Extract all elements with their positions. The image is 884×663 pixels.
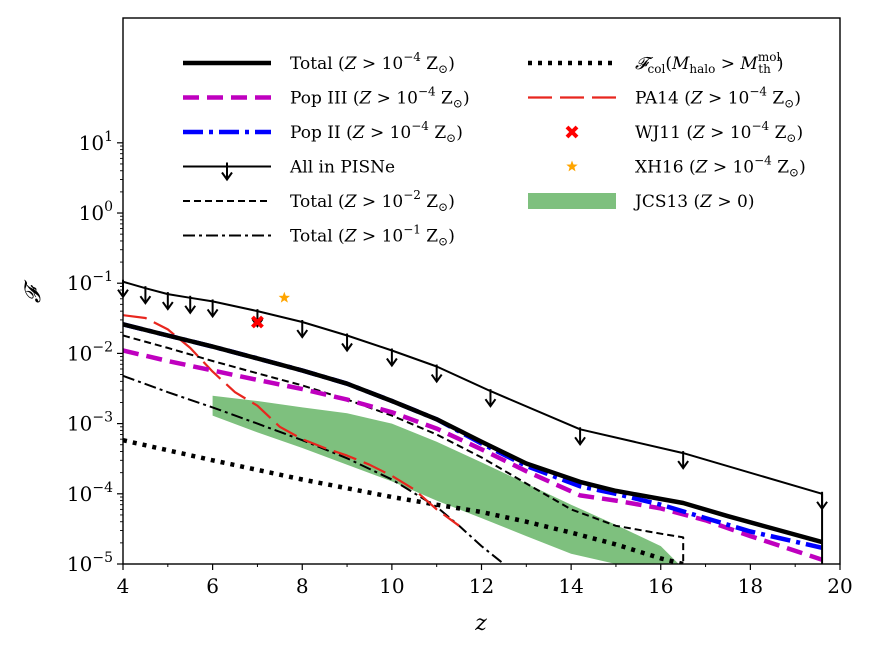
upper-limit-arrow: [816, 491, 828, 511]
upper-limit-arrow-head: [184, 305, 197, 315]
x-tick-label: 8: [296, 574, 309, 598]
legend: Total (Z > 10−4 Z⊙) Pop III (Z > 10−4 Z⊙)…: [183, 50, 806, 249]
upper-limit-arrow: [184, 295, 197, 315]
upper-limit-arrow: [574, 427, 586, 447]
x-tick-label: 4: [117, 574, 130, 598]
y-tick-label: 100: [79, 199, 113, 225]
legend-wj11-marker: [565, 125, 579, 139]
upper-limit-arrow-head: [161, 301, 174, 311]
point-xh16-marker: [278, 291, 290, 303]
upper-limit-arrow-head: [816, 501, 828, 511]
y-tick-label: 10−3: [67, 410, 113, 436]
y-tick-label: 101: [79, 129, 113, 155]
upper-limit-arrow: [206, 299, 219, 319]
upper-limit-arrow: [484, 389, 497, 408]
series-layer: [123, 280, 824, 564]
legend-arrow-head: [221, 171, 233, 182]
upper-limit-arrow: [341, 333, 353, 353]
upper-limit-arrow: [161, 292, 174, 311]
series-line-4: [123, 348, 823, 562]
upper-limit-arrow: [677, 451, 689, 470]
upper-limit-arrow: [296, 320, 309, 339]
band-layer: [212, 395, 679, 564]
legend-label: WJ11 (Z > 10−4 Z⊙): [635, 119, 803, 145]
upper-limit-arrow-head: [139, 295, 152, 305]
x-marker-stroke: [251, 315, 264, 329]
x-tick-label: 14: [558, 574, 583, 598]
point-wj11-marker: [251, 315, 264, 329]
series-line-0: [123, 334, 685, 564]
x-axis-label: z: [474, 611, 487, 636]
upper-limit-arrow-head: [484, 398, 497, 408]
x-tick-label: 10: [379, 574, 404, 598]
series-line-1: [123, 374, 505, 564]
legend-label: Pop II (Z > 10−4 Z⊙): [290, 119, 463, 145]
x-tick-label: 6: [206, 574, 219, 598]
y-tick-label: 10−2: [67, 339, 113, 365]
y-tick-label: 10−5: [67, 550, 113, 576]
series-line-7: [123, 280, 823, 495]
x-tick-label: 12: [469, 574, 494, 598]
upper-limit-arrow: [139, 286, 152, 305]
upper-limit-arrow-head: [677, 460, 689, 470]
axes-layer: 4 6 8 10 12 14 16 18 20 10−5 10−4 10−3 10−2 10−1 100 10…: [67, 129, 853, 598]
points-layer: [117, 279, 828, 511]
legend-label: Pop III (Z > 10−4 Z⊙): [290, 85, 470, 111]
legend-label: 𝓕col(Mhalo > Mmol th): [635, 50, 784, 76]
legend-label: Total (Z > 10−1 Z⊙): [290, 223, 455, 249]
legend-label: JCS13 (Z > 0): [633, 192, 754, 212]
legend-label: Total (Z > 10−4 Z⊙): [290, 50, 455, 76]
series-line-3: [123, 314, 460, 527]
y-axis-label: 𝓕: [21, 279, 46, 303]
upper-limit-arrow-head: [341, 342, 353, 353]
upper-limit-arrow-head: [296, 329, 309, 339]
x-tick-label: 20: [827, 574, 852, 598]
upper-limit-arrow-head: [430, 373, 443, 384]
band-jcs13: [212, 395, 679, 564]
series-line-6: [123, 322, 823, 545]
y-tick-label: 10−4: [67, 480, 113, 506]
legend-label: PA14 (Z > 10−4 Z⊙): [635, 85, 801, 111]
series-line-2: [123, 438, 684, 564]
x-tick-label: 18: [738, 574, 763, 598]
legend-jcs13-swatch: [528, 193, 616, 209]
legend-label: Total (Z > 10−2 Z⊙): [290, 188, 455, 214]
y-tick-label: 10−1: [67, 269, 113, 295]
legend-xh16-marker: [566, 160, 578, 172]
legend-label: XH16 (Z > 10−4 Z⊙): [635, 154, 806, 180]
upper-limit-arrow: [430, 364, 443, 384]
upper-limit-arrow-head: [386, 357, 398, 368]
upper-limit-arrow: [386, 348, 398, 368]
upper-limit-arrow-head: [574, 436, 586, 447]
legend-label: All in PISNe: [289, 158, 395, 178]
x-tick-label: 16: [648, 574, 673, 598]
upper-limit-arrow-head: [206, 308, 219, 319]
